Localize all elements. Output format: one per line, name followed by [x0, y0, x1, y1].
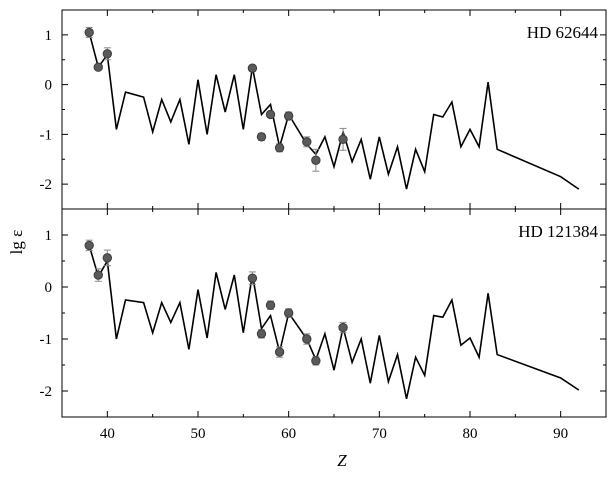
data-point	[339, 323, 347, 331]
model-line	[89, 245, 579, 398]
y-tick-label: -2	[40, 177, 53, 193]
model-line	[89, 32, 579, 189]
data-point	[94, 63, 102, 71]
data-point	[312, 156, 320, 164]
x-axis-label: Z	[337, 451, 347, 470]
y-tick-label: 1	[45, 28, 53, 44]
star-label: HD 62644	[527, 23, 599, 42]
data-point	[303, 335, 311, 343]
panel-2: 1 0 -1 -2 HD 121384	[40, 209, 607, 417]
x-tick-label: 90	[553, 426, 568, 442]
data-point	[284, 309, 292, 317]
y-tick-label: -2	[40, 384, 53, 400]
x-tick-label: 80	[463, 426, 478, 442]
x-axis: 40 50 60 70 80 90	[100, 426, 568, 442]
data-point	[103, 254, 111, 262]
x-tick-label: 50	[191, 426, 206, 442]
data-point	[275, 348, 283, 356]
x-tick-label: 40	[100, 426, 115, 442]
y-tick-label: 0	[45, 280, 53, 296]
panel-1: 1 0 -1 -2 HD 62644	[40, 10, 607, 209]
data-point	[85, 241, 93, 249]
y-tick-label: 1	[45, 228, 53, 244]
data-point	[257, 330, 265, 338]
x-tick-label: 60	[281, 426, 296, 442]
data-point	[248, 274, 256, 282]
data-point	[266, 301, 274, 309]
data-point	[103, 50, 111, 58]
data-point	[266, 110, 274, 118]
data-point	[94, 271, 102, 279]
y-tick-label: -1	[40, 127, 53, 143]
panels: 1 0 -1 -2 HD 62644 1 0 -1 -2 HD 121384	[40, 10, 607, 417]
data-point	[303, 138, 311, 146]
data-point	[85, 28, 93, 36]
y-axis-label: lg ε	[7, 230, 26, 255]
data-point	[275, 144, 283, 152]
data-point	[257, 133, 265, 141]
plot-frame	[62, 10, 606, 209]
y-tick-label: -1	[40, 332, 53, 348]
data-point	[248, 64, 256, 72]
data-point	[312, 357, 320, 365]
y-tick-label: 0	[45, 78, 53, 94]
data-point	[339, 135, 347, 143]
data-point	[284, 112, 292, 120]
x-tick-label: 70	[372, 426, 387, 442]
star-label: HD 121384	[518, 222, 598, 241]
